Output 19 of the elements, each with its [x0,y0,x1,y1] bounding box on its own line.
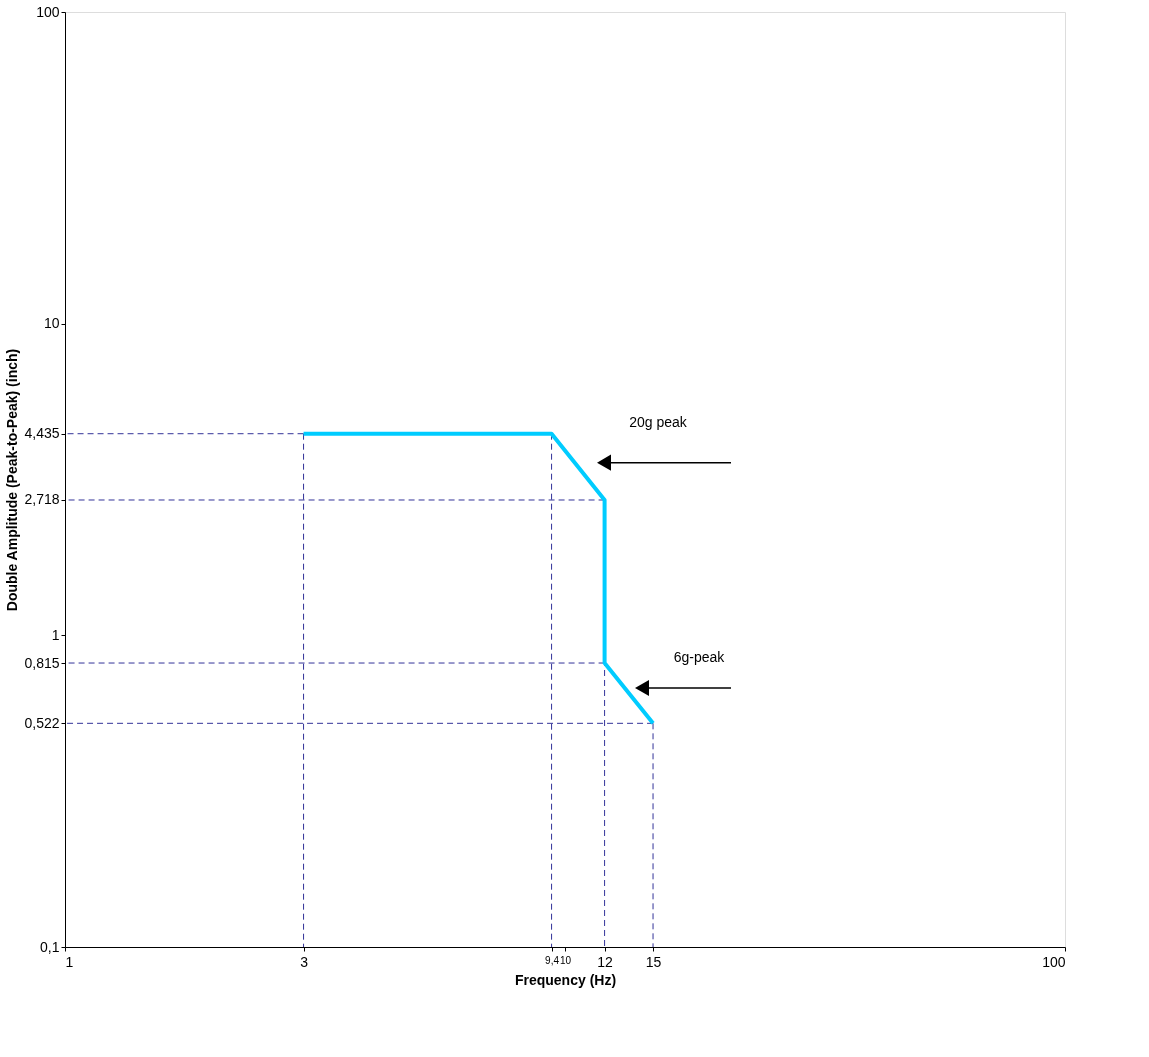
y-tick-label: 100 [36,3,60,20]
x-tick-label: 12 [597,953,614,970]
x-tick-label: 100 [1042,953,1066,970]
y-tick-label: 0,522 [24,714,60,731]
y-tick-label: 4,435 [24,425,60,442]
x-tick-label: 9,4 [545,954,560,966]
y-tick-label: 1 [51,626,60,643]
annotation: 6g-peak [673,649,726,666]
y-tick-label: 2,718 [24,491,60,508]
y-tick-label: 10 [43,315,60,332]
y-axis-title: Double Amplitude (Peak-to-Peak) (inch) [4,348,21,612]
x-tick-label: 1 [65,953,74,970]
x-axis-title: Frequency (Hz) [514,971,617,988]
annotation: 20g peak [629,414,688,431]
y-tick-label: 0,1 [40,938,60,955]
x-tick-label: 15 [645,953,662,970]
x-tick-label: 10 [559,954,572,966]
y-tick-label: 0,815 [24,654,60,671]
x-tick-label: 3 [300,953,309,970]
